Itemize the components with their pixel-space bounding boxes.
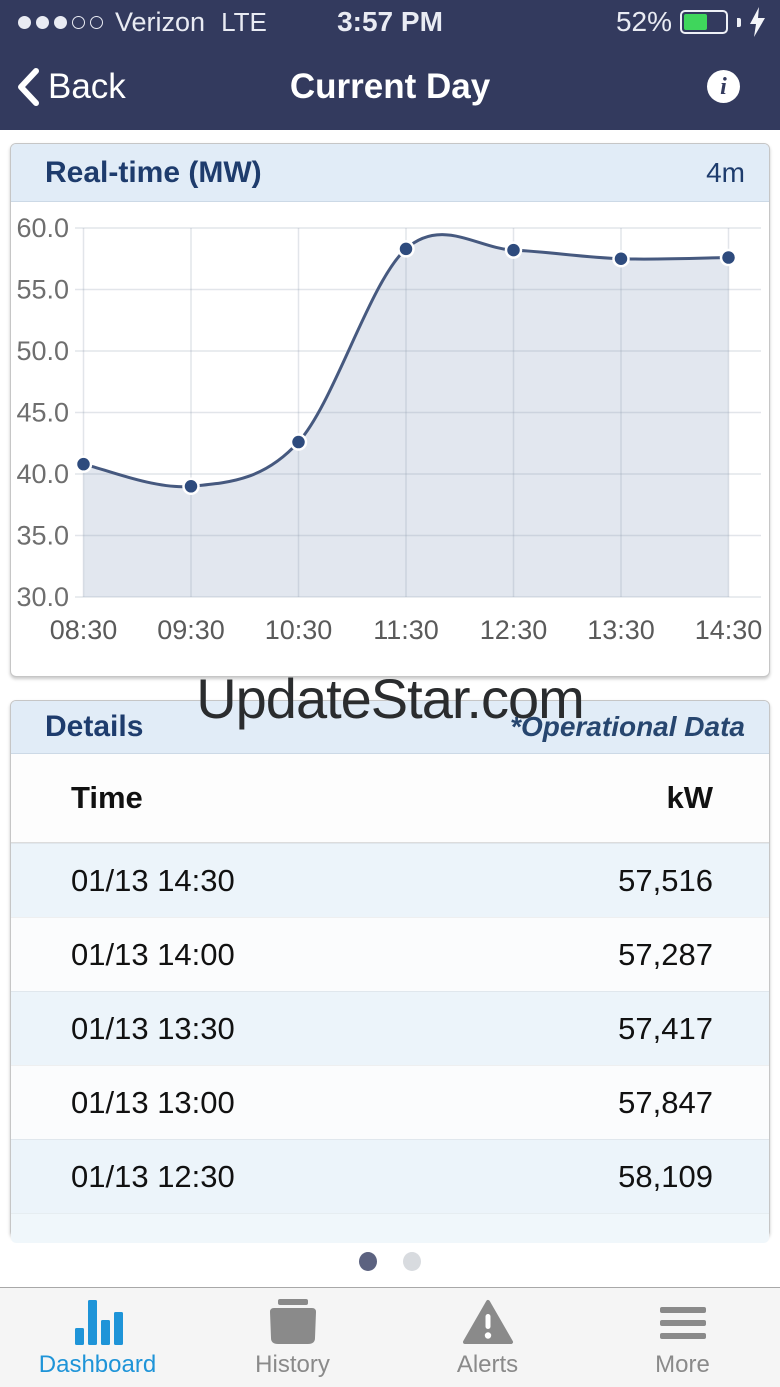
- y-axis-tick-label: 30.0: [16, 582, 69, 612]
- back-button[interactable]: Back: [16, 44, 126, 130]
- realtime-chart[interactable]: 30.0 35.0 40.0 45.0 50.0 55.0 60.0 08:30 09:30 10…: [11, 201, 769, 674]
- chart-point[interactable]: [182, 477, 200, 496]
- row-time: 01/13 12:30: [71, 1158, 235, 1194]
- column-kw: kW: [666, 780, 714, 815]
- status-bar: Verizon LTE 3:57 PM 52%: [0, 0, 780, 44]
- y-axis-tick-label: 55.0: [16, 275, 69, 305]
- refresh-interval-badge: 4m: [706, 156, 745, 188]
- network-label: LTE: [221, 6, 267, 37]
- chart-point[interactable]: [289, 433, 308, 451]
- signal-dot: [72, 15, 85, 29]
- table-row[interactable]: 01/13 14:30 57,516: [11, 843, 769, 917]
- page-indicator[interactable]: [0, 1252, 780, 1271]
- chart-point[interactable]: [74, 455, 93, 473]
- row-time: 01/13 14:00: [71, 936, 235, 972]
- menu-icon: [657, 1297, 709, 1345]
- realtime-chart-card: Real-time (MW) 4m 30.0 35.0 40.0 45.0 50.0 55…: [10, 143, 770, 677]
- nav-bar: Back Current Day i: [0, 44, 780, 130]
- y-axis-tick-label: 40.0: [16, 459, 69, 489]
- row-time: 01/13 14:30: [71, 862, 235, 898]
- tab-history-label: History: [255, 1351, 330, 1378]
- info-icon: i: [720, 73, 727, 100]
- row-kw: 57,847: [618, 1084, 713, 1120]
- operational-data-note: *Operational Data: [510, 711, 745, 742]
- signal-dot: [54, 15, 67, 29]
- chart-area: [83, 234, 729, 597]
- top-bar: Verizon LTE 3:57 PM 52% Back Current Day…: [0, 0, 780, 130]
- x-axis-tick-label: 13:30: [587, 615, 655, 645]
- y-axis-tick-label: 45.0: [16, 398, 69, 428]
- column-time: Time: [71, 780, 143, 815]
- tab-dashboard[interactable]: Dashboard: [0, 1288, 195, 1387]
- tab-dashboard-label: Dashboard: [38, 1351, 157, 1378]
- bar-chart-icon: [72, 1297, 124, 1345]
- row-time: 01/13 13:00: [71, 1084, 235, 1120]
- details-card: Details *Operational Data Time kW 01/13 …: [10, 700, 770, 1243]
- signal-strength: [18, 15, 103, 29]
- archive-icon: [267, 1297, 319, 1345]
- battery-fill: [684, 14, 707, 30]
- details-table-header: Time kW: [11, 754, 769, 843]
- table-row[interactable]: 01/13 12:30 58,109: [11, 1139, 769, 1213]
- y-axis-tick-label: 35.0: [16, 521, 69, 551]
- details-card-header: Details *Operational Data: [11, 701, 769, 754]
- y-axis-tick-label: 50.0: [16, 336, 69, 366]
- row-kw: 57,516: [618, 862, 713, 898]
- page-title: Current Day: [289, 67, 491, 106]
- x-axis-tick-label: 09:30: [157, 615, 225, 645]
- tab-bar: Dashboard History Alerts More: [0, 1287, 780, 1387]
- tab-alerts-label: Alerts: [456, 1351, 519, 1378]
- chart-point[interactable]: [397, 240, 415, 258]
- chart-card-header: Real-time (MW) 4m: [11, 144, 769, 202]
- table-row[interactable]: 01/13 13:00 57,847: [11, 1065, 769, 1139]
- page-dot[interactable]: [359, 1252, 377, 1271]
- charging-bolt-icon: [750, 7, 765, 37]
- table-row[interactable]: 01/13 13:30 57,417: [11, 991, 769, 1065]
- signal-dot: [18, 15, 31, 29]
- row-kw: 57,287: [618, 936, 713, 972]
- x-axis-tick-label: 08:30: [50, 615, 118, 645]
- carrier-label: Verizon: [115, 6, 206, 37]
- warning-icon: [462, 1297, 514, 1345]
- chart-point[interactable]: [504, 241, 523, 259]
- x-axis-tick-label: 10:30: [265, 615, 333, 645]
- details-table-body: 01/13 14:30 57,516 01/13 14:00 57,287 01/13 …: [11, 843, 769, 1213]
- y-axis-tick-label: 60.0: [16, 213, 69, 243]
- battery-indicator: 52%: [616, 0, 766, 44]
- row-kw: 57,417: [618, 1010, 713, 1046]
- x-axis-tick-label: 14:30: [695, 615, 763, 645]
- tab-history[interactable]: History: [195, 1288, 390, 1387]
- chevron-left-icon: [18, 68, 39, 106]
- row-time: 01/13 13:30: [71, 1010, 235, 1046]
- page-dot[interactable]: [403, 1252, 421, 1271]
- tab-more-label: More: [655, 1351, 710, 1378]
- row-kw: 58,109: [618, 1158, 713, 1194]
- signal-dot: [36, 15, 49, 29]
- battery-nub: [737, 17, 741, 27]
- tab-alerts[interactable]: Alerts: [390, 1288, 585, 1387]
- chart-point[interactable]: [719, 248, 738, 267]
- status-time: 3:57 PM: [337, 6, 443, 37]
- table-row[interactable]: 01/13 14:00 57,287: [11, 917, 769, 991]
- battery-icon: [680, 10, 728, 34]
- chart-title: Real-time (MW): [45, 155, 262, 189]
- x-axis-tick-label: 12:30: [480, 615, 548, 645]
- details-table-footer: [11, 1213, 769, 1243]
- tab-more[interactable]: More: [585, 1288, 780, 1387]
- chart-point[interactable]: [612, 250, 630, 268]
- battery-percent: 52%: [615, 6, 672, 37]
- info-button[interactable]: i: [707, 70, 740, 103]
- details-title: Details: [45, 710, 144, 743]
- signal-dot: [90, 15, 103, 29]
- back-label: Back: [48, 67, 126, 106]
- x-axis-tick-label: 11:30: [373, 615, 439, 645]
